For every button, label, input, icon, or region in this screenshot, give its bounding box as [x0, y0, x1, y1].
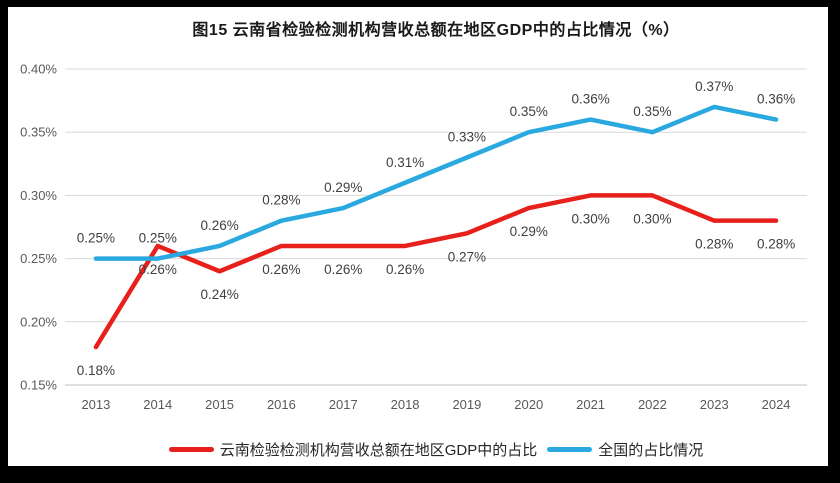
data-label: 0.28% [757, 237, 795, 252]
x-tick-label: 2016 [267, 397, 296, 412]
legend-line-national-icon [547, 447, 593, 452]
data-label: 0.28% [695, 237, 733, 252]
data-label: 0.28% [262, 193, 300, 208]
x-tick-label: 2019 [452, 397, 481, 412]
data-label: 0.36% [757, 92, 795, 107]
data-label: 0.30% [633, 211, 671, 226]
chart-panel: 图15 云南省检验检测机构营收总额在地区GDP中的占比情况（%） 0.15% 0.… [8, 7, 828, 466]
data-label: 0.36% [571, 92, 609, 107]
data-label: 0.27% [448, 249, 486, 264]
legend-line-yunnan-icon [168, 447, 214, 452]
data-label: 0.29% [324, 180, 362, 195]
y-tick-label: 0.35% [20, 125, 57, 140]
x-tick-label: 2021 [576, 397, 605, 412]
legend-label-national: 全国的占比情况 [598, 442, 704, 459]
x-tick-label: 2018 [391, 397, 420, 412]
data-label: 0.26% [262, 262, 300, 277]
x-tick-label: 2024 [762, 397, 791, 412]
data-label: 0.24% [200, 287, 238, 302]
legend: 云南检验检测机构营收总额在地区GDP中的占比 全国的占比情况 [65, 439, 807, 460]
series-line-1 [93, 104, 779, 261]
data-label: 0.25% [139, 231, 177, 246]
data-label: 0.29% [510, 224, 548, 239]
chart-title: 图15 云南省检验检测机构营收总额在地区GDP中的占比情况（%） [192, 22, 680, 39]
data-label: 0.30% [571, 211, 609, 226]
data-label: 0.35% [510, 104, 548, 119]
line-chart-canvas: 0.15% 0.20% 0.25% 0.30% 0.35% 0.40% 2013 2014 20… [20, 62, 807, 412]
x-tick-label: 2020 [514, 397, 543, 412]
x-tick-label: 2014 [143, 397, 172, 412]
y-tick-label: 0.30% [20, 188, 57, 203]
legend-label-yunnan: 云南检验检测机构营收总额在地区GDP中的占比 [219, 442, 538, 459]
data-label: 0.26% [386, 262, 424, 277]
x-tick-label: 2023 [700, 397, 729, 412]
y-tick-label: 0.20% [20, 314, 57, 329]
legend-item-national: 全国的占比情况 [547, 439, 703, 460]
series-line-0 [93, 193, 779, 350]
y-tick-label: 0.15% [20, 378, 57, 393]
data-label: 0.26% [324, 262, 362, 277]
x-tick-label: 2015 [205, 397, 234, 412]
data-label: 0.33% [448, 129, 486, 144]
data-label: 0.31% [386, 155, 424, 170]
x-tick-label: 2017 [329, 397, 358, 412]
data-label: 0.25% [77, 231, 115, 246]
data-label: 0.26% [139, 262, 177, 277]
y-tick-label: 0.25% [20, 251, 57, 266]
data-label: 0.18% [77, 363, 115, 378]
x-tick-label: 2013 [81, 397, 110, 412]
x-tick-label: 2022 [638, 397, 667, 412]
data-label: 0.26% [200, 218, 238, 233]
data-label: 0.35% [633, 104, 671, 119]
y-tick-label: 0.40% [20, 62, 57, 77]
data-label: 0.37% [695, 79, 733, 94]
legend-item-yunnan: 云南检验检测机构营收总额在地区GDP中的占比 [168, 439, 538, 460]
